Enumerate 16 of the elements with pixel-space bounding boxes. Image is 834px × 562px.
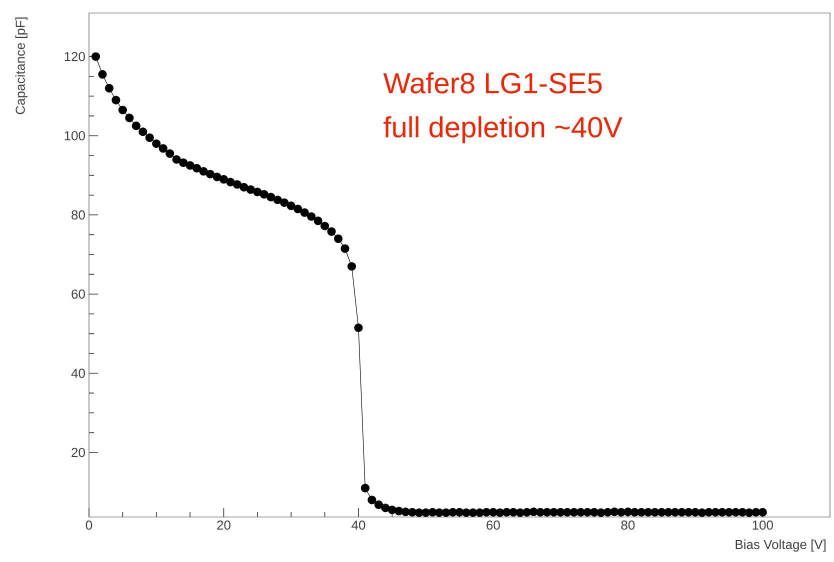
annotation: full depletion ~40V bbox=[384, 116, 622, 144]
x-tick-label: 80 bbox=[621, 520, 635, 530]
x-tick-label: 60 bbox=[486, 520, 500, 530]
y-tick-label: 80 bbox=[72, 210, 85, 220]
y-tick-label: 20 bbox=[72, 448, 85, 458]
x-tick-label: 20 bbox=[217, 520, 230, 530]
annotation: Wafer8 LG1-SE5 bbox=[383, 72, 602, 94]
x-tick-label: 100 bbox=[752, 520, 773, 530]
x-tick-label: 40 bbox=[352, 520, 366, 530]
y-tick-label: 60 bbox=[72, 289, 85, 299]
y-tick-label: 120 bbox=[64, 52, 85, 62]
x-tick-label: 0 bbox=[86, 520, 92, 530]
y-axis-title: Capacitance [pF] bbox=[15, 17, 28, 114]
y-tick-label: 40 bbox=[71, 368, 85, 378]
x-axis-title: Bias Voltage [V] bbox=[736, 540, 826, 552]
y-tick-label: 100 bbox=[64, 131, 85, 140]
